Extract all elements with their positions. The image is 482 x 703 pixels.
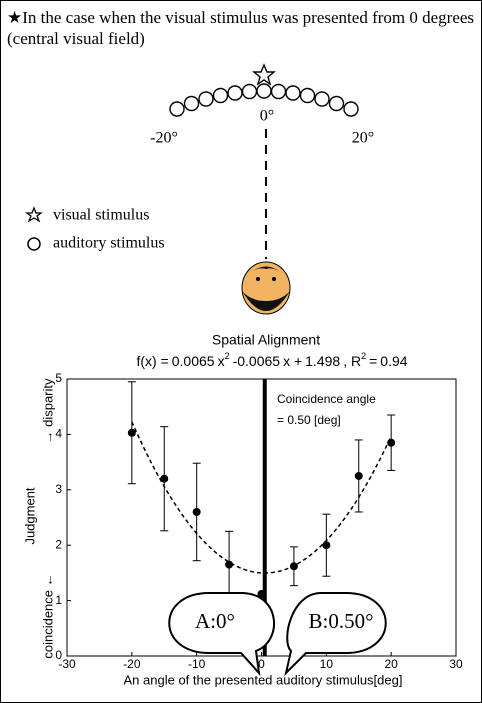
formula-part: =: [369, 353, 377, 369]
legend-star: [25, 206, 43, 223]
x-axis-label: An angle of the presented auditory stimu…: [124, 672, 403, 687]
point: [192, 507, 201, 516]
point: [127, 428, 136, 437]
point: [354, 471, 363, 480]
formula-part: x +: [283, 353, 302, 369]
arc-circle: [314, 91, 330, 107]
arc-circle: [343, 101, 359, 117]
formula-part: f(x) =: [136, 353, 168, 369]
y-axis-label: coincidence ←: [40, 573, 55, 658]
y-tick-label: 1: [55, 593, 62, 607]
arc-circle: [299, 87, 316, 104]
legend-text: auditory stimulus: [53, 235, 165, 252]
arc-circle: [169, 101, 185, 117]
formula-part: 2: [361, 351, 366, 361]
y-axis-label: Judgment: [22, 487, 37, 544]
formula-part: 1.498: [305, 353, 340, 369]
callout: [284, 592, 387, 677]
annotation: Coincidence angle: [277, 392, 376, 406]
formula: f(x) = 0.0065 x2 -0.0065 x +1.498, R2 = 0.94: [136, 351, 407, 368]
x-tick-label: -20: [123, 657, 141, 671]
point: [257, 589, 266, 598]
point: [289, 562, 298, 571]
arc-circle: [212, 87, 229, 104]
arc-label: -20°: [150, 130, 178, 147]
arc-circle: [241, 83, 258, 100]
formula-part: -0.0065: [233, 353, 281, 369]
x-tick-label: 20: [384, 657, 398, 671]
formula-part: 2: [225, 351, 230, 361]
point: [387, 438, 396, 447]
y-tick-label: 2: [55, 537, 62, 551]
y-tick-label: 3: [55, 482, 62, 496]
point: [225, 560, 234, 569]
callout-text: B:0.50°: [309, 609, 374, 633]
y-tick-label: 4: [55, 427, 62, 441]
legend-circle: [27, 237, 41, 251]
chart-title: Spatial Alignment: [212, 332, 320, 348]
arc-circle: [256, 83, 272, 99]
formula-part: 0.94: [380, 353, 407, 369]
formula-part: 0.0065: [172, 353, 215, 369]
x-tick-label: 30: [449, 657, 463, 671]
x-tick-label: 0: [258, 657, 265, 671]
x-tick-label: -10: [188, 657, 206, 671]
arc-circle: [183, 95, 200, 112]
y-tick-label: 5: [55, 371, 62, 385]
legend-text: visual stimulus: [53, 207, 149, 224]
y-tick-label: 0: [55, 648, 62, 662]
point: [160, 474, 169, 483]
formula-part: x: [218, 353, 225, 369]
y-axis-label: → disparity: [40, 378, 55, 444]
arc-circle: [198, 91, 214, 107]
annotation: = 0.50 [deg]: [277, 413, 341, 427]
formula-part: , R: [343, 353, 361, 369]
arc-label: 0°: [260, 108, 274, 125]
arc-circle: [227, 85, 243, 101]
fit-curve: [131, 421, 392, 574]
x-tick-label: 10: [320, 657, 334, 671]
head-icon: [241, 261, 291, 315]
star: [252, 63, 276, 86]
callout: [168, 592, 275, 677]
arc-label: 20°: [352, 130, 374, 147]
heading: ★In the case when the visual stimulus wa…: [7, 8, 475, 48]
arc-circle: [285, 85, 301, 101]
point: [322, 541, 331, 550]
callout-text: A:0°: [195, 609, 235, 633]
x-tick-label: -30: [58, 657, 76, 671]
arc-circle: [328, 95, 345, 112]
arc-circle: [270, 83, 287, 100]
